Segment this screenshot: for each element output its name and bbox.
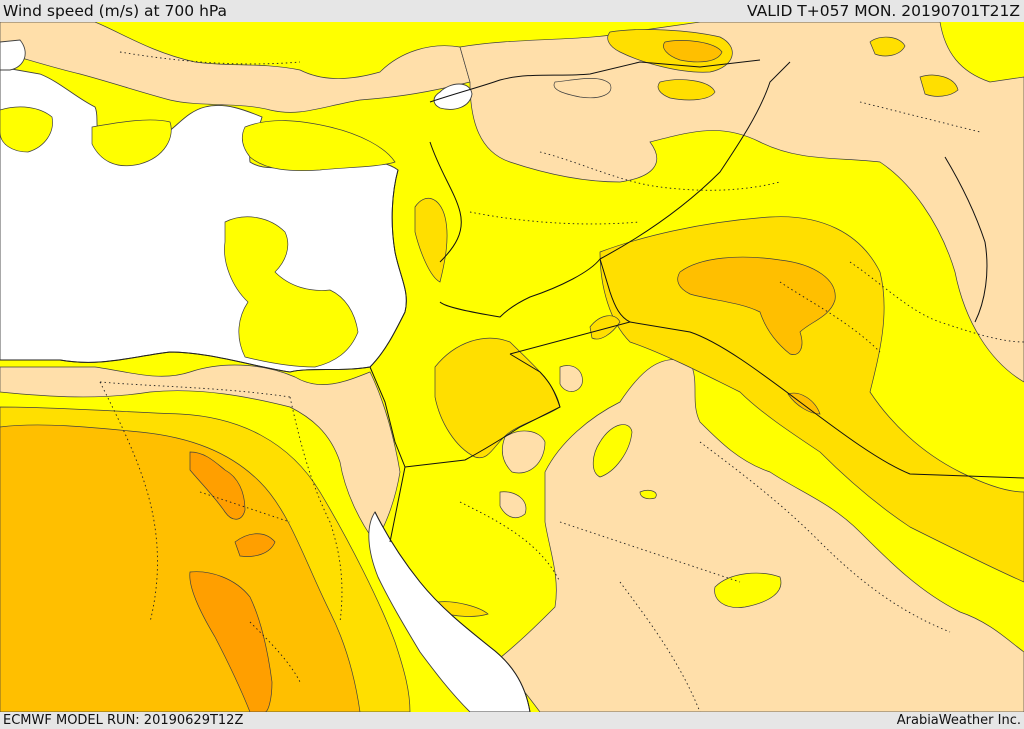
country-borders bbox=[369, 59, 1024, 543]
model-run: ECMWF MODEL RUN: 20190629T12Z bbox=[3, 713, 244, 728]
strong-wind-areas bbox=[0, 40, 836, 712]
valid-time: VALID T+057 MON. 20190701T21Z bbox=[747, 2, 1020, 20]
footer-bar: ECMWF MODEL RUN: 20190629T12Z ArabiaWeat… bbox=[0, 712, 1024, 729]
province-borders bbox=[99, 51, 1024, 712]
sea-band-2-patches bbox=[0, 106, 396, 368]
coastlines bbox=[0, 169, 531, 712]
header-bar: Wind speed (m/s) at 700 hPa VALID T+057 … bbox=[0, 0, 1024, 22]
band-2-islands bbox=[592, 424, 782, 608]
credit: ArabiaWeather Inc. bbox=[896, 713, 1021, 728]
caspian-inlet bbox=[0, 39, 26, 71]
wind-speed-map[interactable] bbox=[0, 22, 1024, 712]
map-title: Wind speed (m/s) at 700 hPa bbox=[3, 2, 228, 20]
